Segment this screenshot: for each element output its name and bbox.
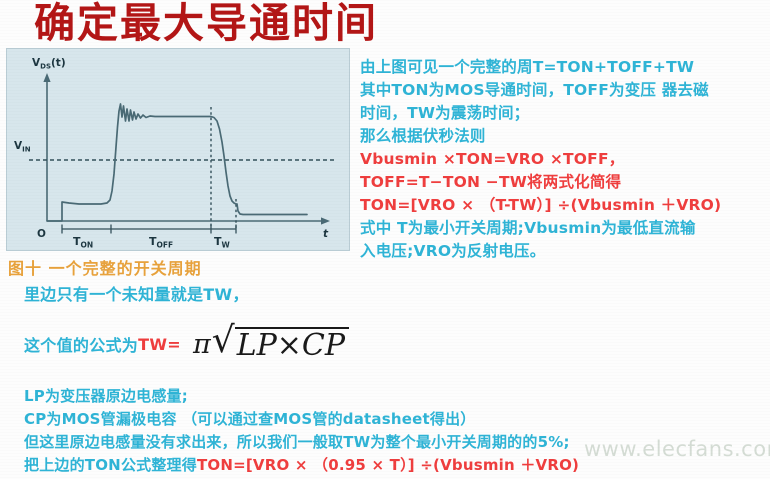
site-watermark: www.elecfans.com: [584, 437, 770, 461]
pi-symbol: π: [192, 329, 211, 360]
right-line-3: 时间，TW为震荡时间；: [360, 104, 530, 122]
waveform-figure-panel: VDS(t) VIN O t TON TOFF TW: [6, 48, 350, 251]
tw-formula-math: π √ LP×CP: [192, 320, 350, 361]
right-line-2: 其中TON为MOS导通时间，TOFF为变压 器去磁: [360, 81, 709, 99]
tw-formula-lead: 这个值的公式为: [24, 336, 139, 355]
right-line-6: TOFF=T−TON −TW将两式化简得: [360, 173, 622, 191]
interval-brackets: [61, 224, 237, 234]
right-line-8: 式中 T为最小开关周期;Vbusmin为最低直流输: [360, 219, 696, 237]
vin-label: VIN: [14, 140, 31, 154]
bottom-line-cp: CP为MOS管漏极电容 （可以通过查MOS管的datasheet得出）: [24, 410, 476, 428]
tw-label: TW: [214, 235, 231, 250]
tw-formula-label: TW=: [138, 334, 181, 354]
square-root: √ LP×CP: [211, 320, 350, 361]
right-line-7: TON=[VRO × （T-TW）] ÷(Vbusmin ＋VRO): [360, 196, 722, 214]
mid-line-unknown-tw: 里边只有一个未知量就是TW，: [24, 285, 249, 304]
ton-label: TON: [73, 235, 93, 250]
tw-formula-row: 这个值的公式为 TW= π √ LP×CP: [24, 320, 350, 361]
page-title: 确定最大导通时间: [34, 0, 378, 47]
right-line-4: 那么根据伏秒法则: [360, 127, 486, 145]
waveform-chart: VDS(t) VIN O t TON TOFF TW: [14, 57, 337, 250]
bottom-line-final: 把上边的TON公式整理得TON=[VRO × （0.95 × T）] ÷(Vbu…: [24, 458, 579, 473]
toff-label: TOFF: [149, 235, 173, 250]
radicand: LP×CP: [234, 327, 350, 361]
origin-label: O: [37, 228, 46, 240]
right-line-1: 由上图可见一个完整的周T=TON+TOFF+TW: [360, 58, 695, 76]
x-axis-label: t: [323, 228, 329, 240]
vds-waveform-trace: [46, 103, 308, 222]
chart-axes: [43, 73, 330, 225]
bottom-line-tw5pct: 但这里原边电感量没有求出来，所以我们一般取TW为整个最小开关周期的的5%;: [24, 433, 570, 451]
bottom-line-final-formula: TON=[VRO × （0.95 × T）] ÷(Vbusmin ＋VRO): [196, 456, 580, 474]
y-axis-label: VDS(t): [32, 57, 66, 71]
figure-caption: 图十 一个完整的开关周期: [8, 259, 202, 278]
right-line-5: Vbusmin ×TON=VRO ×TOFF，: [360, 150, 625, 168]
radical-sign-icon: √: [211, 320, 235, 361]
right-line-9: 入电压;VRO为反射电压。: [360, 242, 546, 260]
bottom-line-final-lead: 把上边的TON公式整理得: [24, 456, 197, 474]
bottom-line-lp: LP为变压器原边电感量;: [24, 387, 188, 405]
